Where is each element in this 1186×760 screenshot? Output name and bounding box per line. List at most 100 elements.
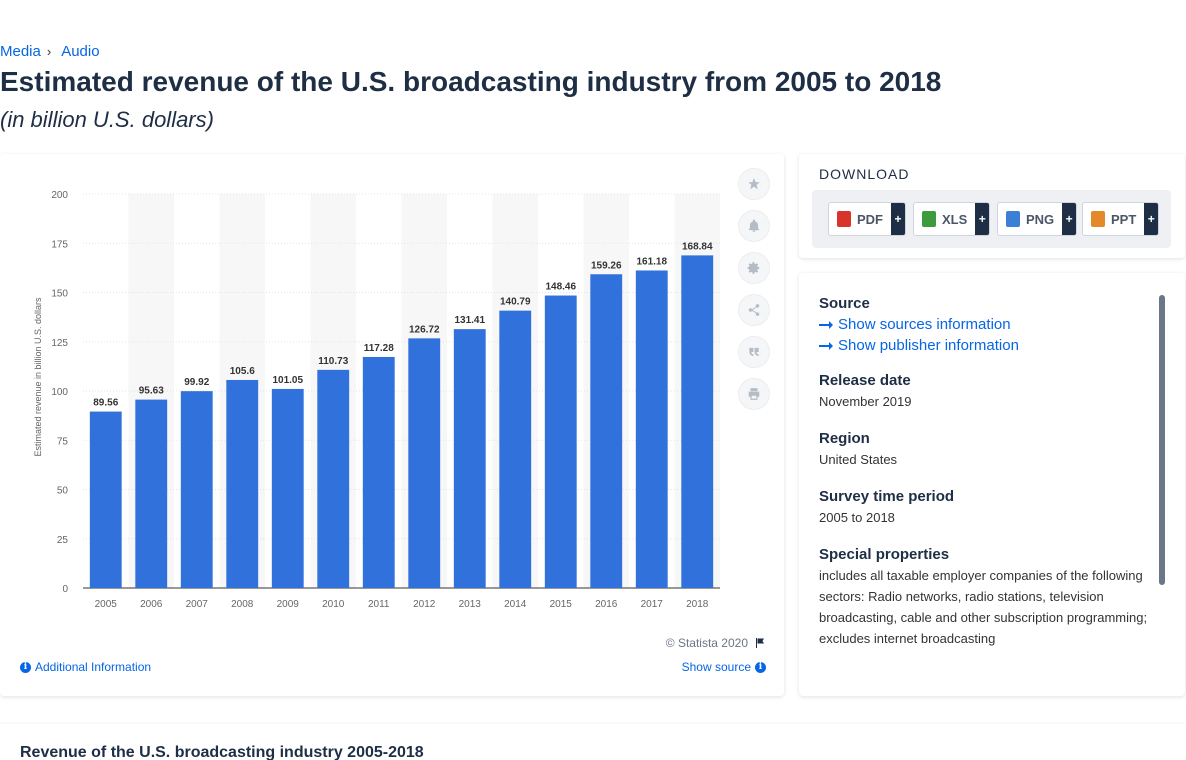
show-publisher-link[interactable]: Show publisher information (819, 337, 1149, 354)
y-tick-label: 100 (51, 387, 68, 398)
data-label: 168.84 (682, 241, 713, 252)
scrollbar[interactable] (1159, 295, 1165, 585)
region-value: United States (819, 452, 898, 467)
download-title: DOWNLOAD (819, 166, 910, 182)
description-title: Revenue of the U.S. broadcasting industr… (20, 744, 424, 760)
download-pdf-button[interactable]: PDF + (828, 202, 906, 236)
x-tick-label: 2012 (413, 599, 436, 610)
data-label: 95.63 (139, 386, 164, 397)
y-tick-label: 50 (57, 486, 69, 497)
png-plus-badge: + (1062, 203, 1077, 235)
source-label: Source (819, 295, 870, 312)
chart-tools (738, 168, 770, 410)
bar (635, 270, 668, 588)
data-label: 148.46 (545, 282, 576, 293)
print-icon[interactable] (738, 378, 770, 410)
xls-plus-badge: + (975, 203, 990, 235)
flag-icon[interactable] (754, 637, 766, 649)
x-tick-label: 2014 (504, 599, 527, 610)
data-label: 105.6 (230, 366, 255, 377)
gear-icon[interactable] (738, 252, 770, 284)
x-tick-label: 2010 (322, 599, 345, 610)
bell-icon[interactable] (738, 210, 770, 242)
xls-file-icon (922, 211, 936, 227)
y-tick-label: 175 (51, 239, 68, 250)
download-xls-button[interactable]: XLS + (913, 202, 991, 236)
y-tick-label: 0 (62, 584, 68, 595)
x-tick-label: 2007 (186, 599, 209, 610)
download-card: DOWNLOAD PDF + XLS + PNG + PPT + (799, 154, 1185, 258)
data-label: 89.56 (93, 398, 118, 409)
y-axis-title: Estimated revenue in billion U.S. dollar… (33, 297, 43, 457)
arrow-right-icon (819, 320, 833, 329)
show-sources-link[interactable]: Show sources information (819, 316, 1149, 333)
png-label: PNG (1026, 211, 1055, 227)
x-tick-label: 2018 (686, 599, 709, 610)
breadcrumb: Media › Audio (0, 43, 100, 60)
info-icon: i (755, 661, 766, 673)
bar-chart: 0 25 50 75 100 125 150 175 200 89.56 2005 95.63 2006… (33, 190, 720, 610)
show-source-label: Show source (681, 660, 751, 674)
bar (590, 274, 623, 588)
show-source-link[interactable]: Show source i (682, 660, 766, 674)
additional-information-link[interactable]: i Additional Information (20, 660, 151, 674)
ppt-label: PPT (1111, 211, 1137, 227)
x-tick-label: 2006 (140, 599, 163, 610)
page-title: Estimated revenue of the U.S. broadcasti… (0, 66, 942, 97)
release-date-value: November 2019 (819, 394, 912, 409)
bar (226, 379, 259, 588)
ppt-file-icon (1091, 211, 1105, 227)
bar (362, 356, 395, 588)
data-label: 161.18 (636, 256, 667, 267)
xls-label: XLS (942, 211, 968, 227)
special-properties-label: Special properties (819, 546, 950, 563)
download-ppt-button[interactable]: PPT + (1082, 202, 1160, 236)
data-label: 99.92 (184, 377, 209, 388)
download-png-button[interactable]: PNG + (997, 202, 1078, 236)
bar (499, 310, 532, 588)
breadcrumb-separator: › (46, 44, 52, 59)
bar (271, 388, 304, 588)
star-icon[interactable] (738, 168, 770, 200)
bar (408, 338, 441, 588)
copyright: © Statista 2020 (666, 636, 766, 650)
y-tick-label: 200 (51, 190, 68, 201)
bar (89, 411, 122, 588)
breadcrumb-audio-link[interactable]: Audio (61, 43, 100, 60)
show-publisher-label: Show publisher information (838, 337, 1019, 354)
png-file-icon (1006, 211, 1020, 227)
data-label: 126.72 (409, 324, 440, 335)
special-properties-value: includes all taxable employer companies … (819, 568, 1148, 646)
additional-information-label: Additional Information (35, 660, 152, 674)
bar (135, 399, 168, 588)
pdf-label: PDF (857, 211, 883, 227)
x-tick-label: 2008 (231, 599, 254, 610)
quote-icon[interactable] (738, 336, 770, 368)
bar (317, 369, 350, 588)
y-tick-label: 150 (51, 289, 68, 300)
data-label: 159.26 (591, 260, 622, 271)
show-sources-label: Show sources information (838, 316, 1011, 333)
bar (681, 255, 714, 588)
x-tick-label: 2016 (595, 599, 618, 610)
bar (180, 391, 213, 588)
copyright-text: © Statista 2020 (665, 636, 748, 650)
y-tick-label: 75 (57, 436, 69, 447)
data-label: 131.41 (454, 315, 485, 326)
x-tick-label: 2011 (368, 599, 390, 610)
pdf-plus-badge: + (891, 203, 905, 235)
y-tick-label: 25 (57, 535, 69, 546)
breadcrumb-media-link[interactable]: Media (0, 43, 41, 60)
survey-period-label: Survey time period (819, 488, 955, 505)
x-tick-label: 2013 (459, 599, 482, 610)
pdf-file-icon (837, 211, 851, 227)
y-tick-label: 125 (51, 338, 68, 349)
x-tick-label: 2005 (95, 599, 118, 610)
release-date-label: Release date (819, 372, 911, 389)
ppt-plus-badge: + (1144, 203, 1159, 235)
region-label: Region (819, 430, 870, 447)
share-icon[interactable] (738, 294, 770, 326)
description-card: Revenue of the U.S. broadcasting industr… (0, 724, 1186, 760)
statistic-info-card: Source Show sources information Show pub… (799, 273, 1185, 696)
data-label: 140.79 (500, 297, 531, 308)
